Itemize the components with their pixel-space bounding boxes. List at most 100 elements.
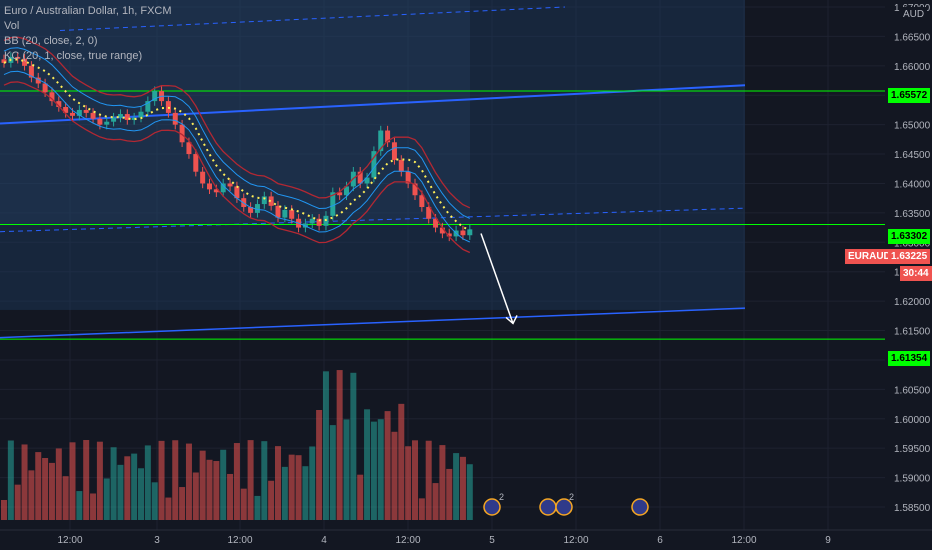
volume-bar [15, 485, 21, 520]
volume-bar [282, 467, 288, 520]
price-tag-lower-level: 1.61354 [888, 351, 930, 366]
chart-legend: Euro / Australian Dollar, 1h, FXCM Vol B… [4, 4, 172, 64]
candle[interactable] [139, 112, 144, 118]
volume-bar [467, 464, 473, 520]
candle[interactable] [70, 113, 75, 116]
volume-bar [371, 422, 377, 520]
volume-bar [385, 411, 391, 520]
volume-bar [426, 441, 432, 520]
volume-bar [344, 419, 350, 520]
volume-bar [248, 440, 254, 520]
volume-bar [378, 419, 384, 520]
candle[interactable] [467, 229, 472, 235]
y-axis-tick-label: 1.58500 [894, 503, 931, 514]
volume-bar [323, 371, 329, 520]
volume-bar [172, 440, 178, 520]
economic-event-icon[interactable] [632, 499, 648, 515]
volume-bar [1, 500, 7, 520]
volume-bar [268, 481, 274, 520]
y-axis-tick-label: 1.60000 [894, 415, 931, 426]
candle[interactable] [289, 210, 294, 219]
candle[interactable] [207, 183, 212, 189]
volume-bar [145, 445, 151, 520]
x-axis-tick-label: 5 [489, 535, 495, 546]
candle[interactable] [276, 206, 281, 218]
volume-bar [289, 455, 295, 520]
volume-bar [296, 455, 302, 520]
y-axis-tick-label: 1.66500 [894, 32, 931, 43]
keltner-indicator-label[interactable]: KC (20, 1, close, true range) [4, 49, 172, 64]
candle[interactable] [460, 231, 465, 236]
volume-bar [117, 465, 123, 520]
x-axis-tick-label: 12:00 [395, 535, 420, 546]
candle[interactable] [392, 142, 397, 160]
volume-bar [234, 443, 240, 520]
volume-bar [275, 446, 281, 520]
volume-bar [453, 453, 459, 520]
y-axis-tick-label: 1.59500 [894, 444, 931, 455]
volume-bar [364, 409, 370, 520]
candle[interactable] [399, 160, 404, 172]
volume-bar [412, 440, 418, 520]
candle[interactable] [200, 172, 205, 184]
volume-bar [28, 470, 34, 520]
volume-bar [56, 448, 62, 520]
candle[interactable] [228, 183, 233, 186]
x-axis-tick-label: 12:00 [731, 535, 756, 546]
volume-bar [90, 493, 96, 520]
bollinger-indicator-label[interactable]: BB (20, close, 2, 0) [4, 34, 172, 49]
candle[interactable] [111, 118, 116, 122]
volume-bar [76, 491, 82, 520]
volume-bar [350, 373, 356, 520]
economic-event-icon[interactable] [540, 499, 556, 515]
volume-bar [330, 425, 336, 520]
volume-bar [357, 475, 363, 520]
volume-bar [446, 469, 452, 520]
volume-bar [42, 458, 48, 520]
volume-bar [433, 483, 439, 520]
volume-bar [63, 476, 69, 520]
candle[interactable] [282, 210, 287, 218]
candle[interactable] [310, 219, 315, 224]
x-axis-tick-label: 12:00 [563, 535, 588, 546]
volume-bar [200, 451, 206, 520]
volume-bar [179, 487, 185, 520]
x-axis-tick-label: 3 [154, 535, 160, 546]
volume-bar [261, 441, 267, 520]
candle[interactable] [91, 113, 96, 119]
volume-bar [124, 456, 130, 520]
candle[interactable] [84, 110, 89, 113]
volume-bar [22, 444, 28, 520]
candle[interactable] [104, 122, 109, 125]
price-tag-mid-level: 1.63302 [888, 229, 930, 244]
y-axis-tick-label: 1.61500 [894, 327, 931, 338]
volume-indicator-label[interactable]: Vol [4, 19, 172, 34]
y-axis-tick-label: 1.60500 [894, 385, 931, 396]
volume-bar [207, 460, 213, 520]
y-axis-tick-label: 1.63500 [894, 209, 931, 220]
volume-bar [104, 478, 110, 520]
volume-bar [460, 457, 466, 520]
y-axis-tick-label: 1.64500 [894, 150, 931, 161]
volume-bar [165, 498, 171, 520]
candle[interactable] [193, 154, 198, 172]
candle[interactable] [118, 114, 123, 118]
y-axis-tick-label: 1.59000 [894, 474, 931, 485]
volume-bar [70, 442, 76, 520]
volume-bar [254, 496, 260, 520]
volume-bar [439, 445, 445, 520]
volume-bar [97, 442, 103, 520]
economic-event-icon[interactable] [484, 499, 500, 515]
channel-lower-line[interactable] [0, 308, 745, 337]
volume-bar [152, 482, 158, 520]
volume-bar [220, 450, 226, 520]
volume-bar [405, 446, 411, 520]
candle[interactable] [97, 119, 102, 125]
symbol-price-label: EURAUD [845, 249, 894, 264]
volume-bar [35, 452, 41, 520]
volume-bar [8, 441, 14, 520]
event-count-label: 2 [499, 492, 504, 502]
symbol-title[interactable]: Euro / Australian Dollar, 1h, FXCM [4, 4, 172, 19]
candle[interactable] [173, 113, 178, 125]
